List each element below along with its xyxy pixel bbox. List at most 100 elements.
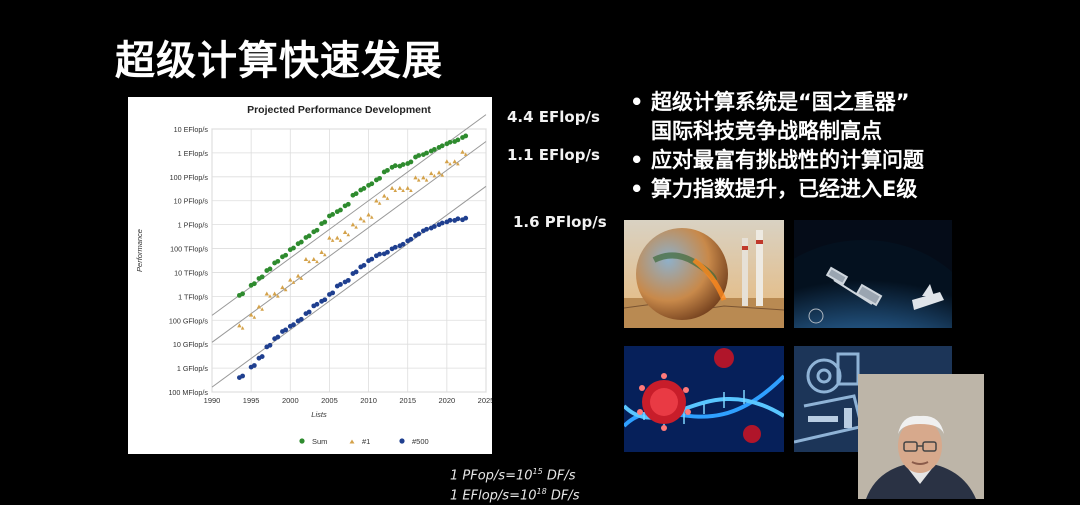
data-point-n1 [248,312,254,317]
data-point-n1 [424,178,429,182]
space-station-image [794,220,952,328]
data-point-Sum [251,281,257,287]
y-tick-label: 100 GFlop/s [169,316,209,325]
data-point-n500 [408,236,414,242]
data-point-n500 [385,249,390,255]
data-point-Sum [447,139,453,145]
data-point-Sum [432,147,437,152]
data-point-Sum [259,274,265,280]
data-point-Sum [392,163,398,169]
data-point-n500 [259,354,265,359]
y-tick-label: 1 PFlop/s [178,221,209,230]
data-point-n1 [276,294,280,298]
data-point-n500 [267,342,273,348]
chart-svg: Projected Performance Development 100 MFl… [135,104,492,446]
y-tick-label: 10 TFlop/s [174,268,208,277]
data-point-n500 [330,290,336,296]
data-point-n500 [447,217,453,223]
data-point-n1 [350,222,356,227]
annotation-n1: 1.1 EFlop/s [507,146,600,164]
data-point-n1 [283,287,288,292]
data-point-n500 [283,327,289,333]
bullet-item: • 超级计算系统是“国之重器” [630,88,924,117]
data-point-n500 [353,269,359,275]
bullet-item-continuation: 国际科技竞争战略制高点 [651,119,882,143]
legend-label: Sum [312,437,327,446]
data-point-n500 [322,297,328,303]
y-tick-label: 100 PFlop/s [170,173,209,182]
data-point-n500 [400,241,406,247]
y-tick-label: 10 EFlop/s [174,125,209,134]
data-point-n500 [298,316,304,322]
data-point-Sum [408,159,414,165]
data-point-Sum [353,191,359,197]
data-point-n1 [382,193,387,198]
data-point-n1 [374,198,379,203]
data-point-n1 [389,185,395,190]
data-point-Sum [424,150,429,156]
data-point-n1 [240,326,245,330]
data-point-n500 [424,226,429,232]
data-point-n1 [256,304,262,309]
trend-line [211,141,487,343]
data-point-n1 [299,276,304,280]
y-tick-label: 1 TFlop/s [178,292,208,301]
data-point-n1 [346,232,351,237]
x-tick-label: 2015 [399,396,416,405]
data-point-n1 [354,225,358,229]
bullet-dot-icon: • [630,177,644,201]
data-point-n1 [252,315,257,319]
x-tick-label: 2005 [321,396,338,405]
data-point-n1 [311,256,316,261]
data-point-n1 [377,201,382,205]
bullet-dot-icon: • [630,148,644,172]
legend-marker [349,439,355,444]
legend-marker [299,438,305,444]
data-point-Sum [338,207,343,213]
data-point-n1 [456,162,460,166]
data-point-n1 [448,162,452,166]
y-tick-label: 1 GFlop/s [177,364,209,373]
data-point-Sum [439,143,445,149]
data-point-n500 [306,309,312,315]
data-point-n1 [303,256,309,261]
data-point-n1 [272,291,277,296]
data-point-Sum [385,167,390,173]
data-point-n1 [421,175,426,180]
y-tick-label: 10 PFlop/s [174,197,209,206]
data-point-n1 [338,238,343,242]
data-point-n500 [439,220,445,226]
data-point-n1 [291,280,296,284]
x-tick-label: 2010 [360,396,377,405]
data-point-n1 [237,323,242,328]
x-tick-label: 2020 [439,396,456,405]
data-point-n1 [432,173,437,178]
data-point-Sum [330,211,336,217]
data-point-n500 [377,251,382,257]
x-tick-label: 2000 [282,396,299,405]
data-point-n1 [452,159,457,164]
data-point-n1 [264,291,269,296]
data-point-Sum [361,186,367,191]
bullet-item: • 应对最富有挑战性的计算问题 [630,146,924,175]
data-point-n500 [251,363,257,368]
data-point-Sum [322,219,328,225]
data-point-n1 [413,175,418,180]
data-point-n1 [440,173,445,177]
data-point-n1 [416,178,421,182]
data-point-n1 [436,170,442,175]
data-point-Sum [463,133,469,139]
data-point-Sum [267,266,273,272]
data-point-n1 [444,159,450,164]
data-point-n1 [405,185,410,190]
data-point-n500 [275,334,281,340]
data-point-Sum [291,245,296,251]
data-point-n1 [260,307,264,311]
data-point-n500 [314,301,320,307]
data-point-n1 [429,171,434,176]
earth-climate-image [624,220,784,328]
data-point-n500 [463,215,469,221]
data-point-Sum [298,239,304,245]
data-point-n500 [432,224,437,229]
legend-label: #500 [412,437,429,446]
